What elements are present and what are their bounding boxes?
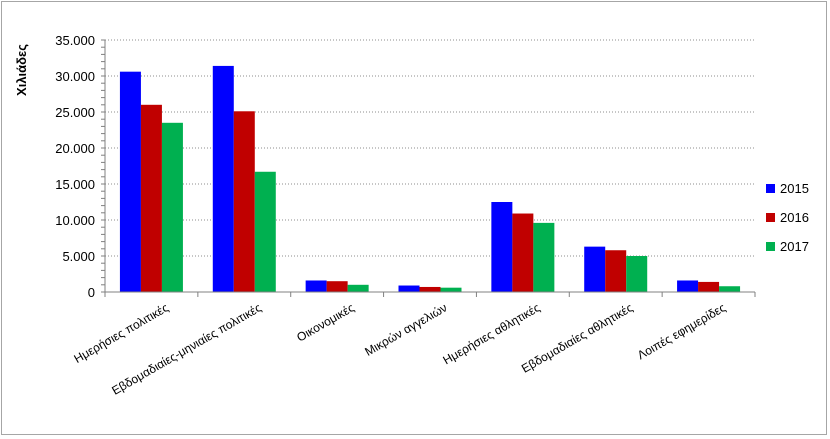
bar-2016-3 bbox=[419, 286, 441, 292]
bar-2017-2 bbox=[347, 284, 369, 292]
bar-2016-6 bbox=[698, 281, 720, 292]
y-tick-label: 35.000 bbox=[55, 33, 95, 48]
bar-2015-2 bbox=[305, 280, 327, 292]
legend-label-2017: 2017 bbox=[780, 239, 809, 254]
category-label: Μικρών αγγελιών bbox=[362, 300, 449, 358]
bars bbox=[119, 65, 741, 293]
legend-swatch-2017 bbox=[766, 242, 775, 251]
bar-2015-1 bbox=[212, 65, 234, 292]
bar-2017-5 bbox=[626, 256, 648, 292]
bar-2015-3 bbox=[398, 285, 420, 292]
category-label: Οικονομικές bbox=[294, 300, 357, 344]
gridlines bbox=[105, 39, 755, 257]
legend-swatch-2016 bbox=[766, 213, 775, 222]
bar-2015-6 bbox=[677, 280, 699, 292]
bar-2015-5 bbox=[584, 246, 606, 292]
category-label: Ημερήσιες πολιτικές bbox=[71, 300, 171, 366]
bar-2017-3 bbox=[440, 287, 462, 292]
bar-2016-4 bbox=[512, 213, 534, 292]
category-label: Ημερήσιες αθλητικές bbox=[440, 300, 542, 367]
bar-2016-1 bbox=[233, 111, 255, 292]
bar-2017-1 bbox=[254, 171, 276, 292]
bar-2017-0 bbox=[161, 122, 183, 292]
y-tick-label: 10.000 bbox=[55, 213, 95, 228]
legend-label-2016: 2016 bbox=[780, 210, 809, 225]
bar-2015-4 bbox=[491, 202, 513, 292]
category-label: Λοιπές εφημερίδες bbox=[635, 300, 728, 362]
legend-swatch-2015 bbox=[766, 184, 775, 193]
y-tick-labels: 0 5.000 10.000 15.000 20.000 25.000 30.000 35.0… bbox=[55, 33, 95, 300]
bar-2015-0 bbox=[119, 71, 141, 293]
category-labels: Ημερήσιες πολιτικέςΕβδομαδιαίες-μηνιαίες… bbox=[71, 300, 728, 397]
legend: 2015 2016 2017 bbox=[766, 181, 809, 254]
bar-2016-2 bbox=[326, 281, 348, 292]
y-tick-label: 30.000 bbox=[55, 69, 95, 84]
y-axis-title: Χιλιάδες bbox=[14, 44, 29, 96]
y-tick-label: 15.000 bbox=[55, 177, 95, 192]
y-tick-label: 20.000 bbox=[55, 141, 95, 156]
y-tick-label: 5.000 bbox=[62, 249, 95, 264]
bar-2016-5 bbox=[605, 250, 627, 292]
axes bbox=[101, 39, 756, 297]
bar-2016-0 bbox=[140, 104, 162, 292]
bar-2017-4 bbox=[533, 222, 555, 292]
legend-label-2015: 2015 bbox=[780, 181, 809, 196]
category-label: Εβδομαδιαίες-μηνιαίες πολιτικές bbox=[109, 300, 264, 397]
y-tick-label: 0 bbox=[88, 285, 95, 300]
y-tick-label: 25.000 bbox=[55, 105, 95, 120]
bar-2017-6 bbox=[719, 286, 741, 292]
